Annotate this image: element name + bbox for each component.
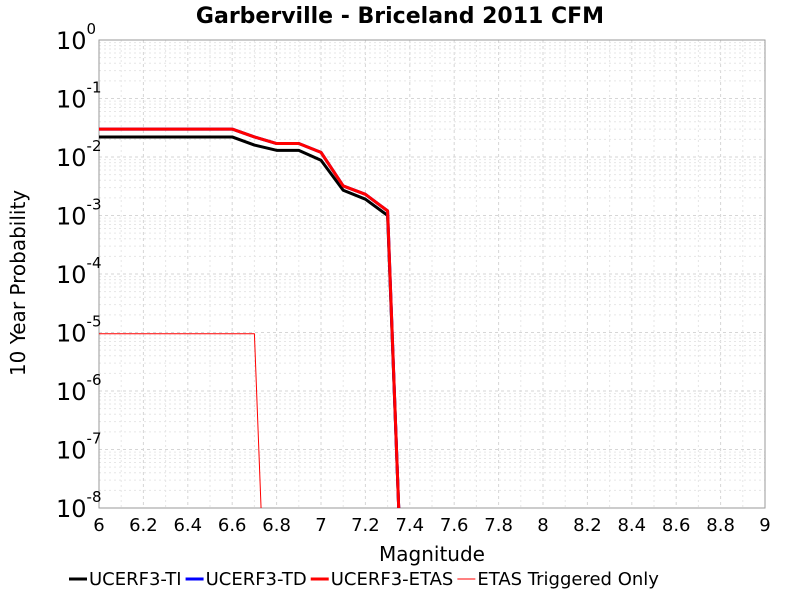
x-tick-label: 8.6 xyxy=(662,515,691,536)
x-tick-label: 8 xyxy=(537,515,548,536)
x-tick-label: 7.6 xyxy=(440,515,469,536)
series-line-ucerf3-etas xyxy=(99,127,401,509)
y-tick-label: 10-5 xyxy=(56,313,102,348)
legend-label-ucerf3-etas: UCERF3-ETAS xyxy=(331,569,454,590)
y-tick-label: 100 xyxy=(56,20,96,55)
x-axis-label: Magnitude xyxy=(379,542,485,566)
x-tick-label: 8.4 xyxy=(617,515,646,536)
x-tick-label: 9 xyxy=(759,515,770,536)
x-tick-label: 6 xyxy=(93,515,104,536)
series-line-ucerf3-ti xyxy=(99,135,401,509)
y-tick-label: 10-6 xyxy=(56,371,102,406)
legend: UCERF3-TI UCERF3-TD UCERF3-ETAS ETAS Trigge… xyxy=(69,569,659,590)
x-tick-label: 6.6 xyxy=(218,515,247,536)
y-tick-label: 10-1 xyxy=(56,79,102,114)
y-tick-label: 10-3 xyxy=(56,196,102,231)
x-tick-label: 7 xyxy=(315,515,326,536)
x-tick-label: 8.2 xyxy=(573,515,602,536)
legend-label-etas-triggered-only: ETAS Triggered Only xyxy=(477,569,659,590)
legend-label-ucerf3-ti: UCERF3-TI xyxy=(89,569,182,590)
x-tick-label: 7.4 xyxy=(395,515,424,536)
y-tick-label: 10-2 xyxy=(56,137,102,172)
series-line-ucerf3-td xyxy=(99,127,401,509)
legend-label-ucerf3-td: UCERF3-TD xyxy=(206,569,307,590)
x-axis-ticks: 6 6.2 6.4 6.6 6.8 7 7.2 7.4 7.6 7.8 8 8.2 8.4 8.6 8.8 9 xyxy=(93,515,770,536)
plot-area xyxy=(98,39,766,509)
y-tick-label: 10-8 xyxy=(56,488,102,523)
series-layer xyxy=(99,127,401,509)
y-tick-label: 10-7 xyxy=(56,430,102,465)
y-tick-label: 10-4 xyxy=(56,254,102,289)
grid xyxy=(98,39,766,509)
y-axis-ticks: 100 10-1 10-2 10-3 10-4 10-5 10-6 10-7 10-8 xyxy=(56,20,102,523)
x-tick-label: 6.2 xyxy=(129,515,158,536)
x-tick-label: 6.8 xyxy=(262,515,291,536)
y-axis-label: 10 Year Probability xyxy=(6,190,30,376)
x-tick-label: 7.2 xyxy=(351,515,380,536)
x-tick-label: 8.8 xyxy=(706,515,735,536)
chart-title: Garberville - Briceland 2011 CFM xyxy=(196,4,604,29)
series-line-etas-triggered-only xyxy=(99,333,262,509)
x-tick-label: 7.8 xyxy=(484,515,513,536)
x-tick-label: 6.4 xyxy=(173,515,202,536)
